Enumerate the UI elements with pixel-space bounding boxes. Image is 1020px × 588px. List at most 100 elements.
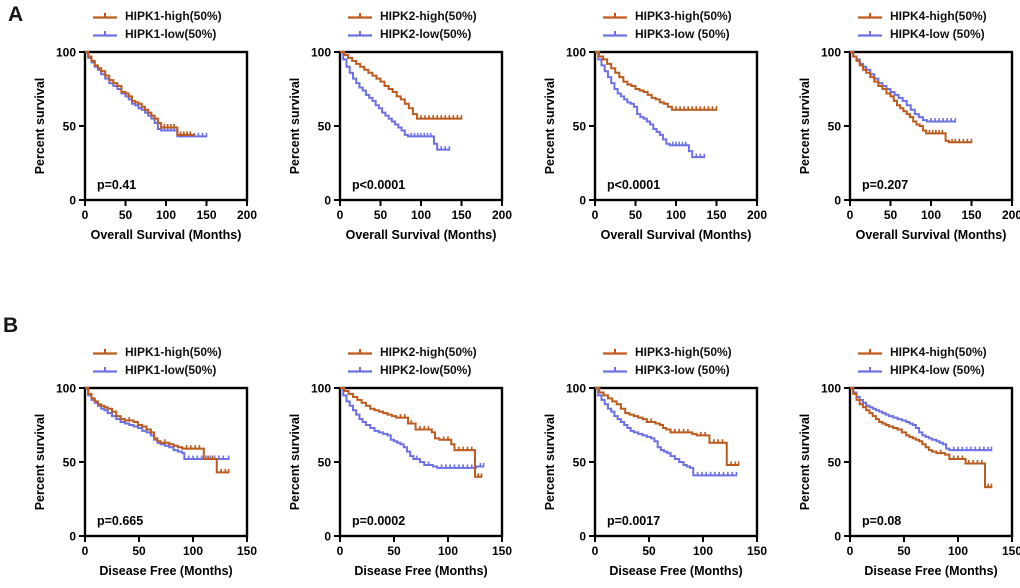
legend-label-low: HIPK4-low (50%) xyxy=(890,27,985,41)
x-axis-title: Disease Free (Months) xyxy=(99,564,232,578)
legend-label-high: HIPK1-high(50%) xyxy=(125,345,222,359)
plot-frame xyxy=(338,50,504,202)
high-series-marker-icon xyxy=(603,13,627,19)
survival-curve-low xyxy=(85,51,207,138)
survival-curve-low xyxy=(340,51,450,151)
panel-a-hipk2: HIPK2-high(50%) HIPK2-low(50%) 0 50 100 150… xyxy=(255,0,512,246)
survival-curve-high xyxy=(595,387,739,466)
plot-frame xyxy=(338,386,504,538)
y-tick-label: 50 xyxy=(63,456,77,470)
legend-label-high: HIPK2-high(50%) xyxy=(380,345,477,359)
low-series-marker-icon xyxy=(348,31,372,37)
legend-item-low: HIPK4-low (50%) xyxy=(857,26,1020,42)
p-value-label: p=0.0017 xyxy=(607,514,660,528)
x-tick-label: 150 xyxy=(451,208,471,222)
legend-label-high: HIPK3-high(50%) xyxy=(635,9,732,23)
y-tick-label: 100 xyxy=(56,46,76,60)
y-tick-label: 0 xyxy=(834,194,841,208)
x-tick-label: 0 xyxy=(592,544,599,558)
legend-item-high: HIPK1-high(50%) xyxy=(92,344,255,360)
legend-label-high: HIPK3-high(50%) xyxy=(635,345,732,359)
survival-curve-high xyxy=(340,387,482,478)
x-tick-label: 50 xyxy=(387,544,401,558)
x-tick-label: 100 xyxy=(666,208,686,222)
high-series-marker-icon xyxy=(348,13,372,19)
survival-curve-high xyxy=(595,51,717,111)
km-plot-os-hipk1: 0 50 100 150 200 0 50 100 Overall Survival (Mont… xyxy=(33,46,257,243)
legend-item-low: HIPK3-low (50%) xyxy=(602,362,765,378)
x-tick-label: 100 xyxy=(921,208,941,222)
panel-b-hipk2: HIPK2-high(50%) HIPK2-low(50%) 0 50 100 150… xyxy=(255,318,512,582)
legend: HIPK3-high(50%) HIPK3-low (50%) xyxy=(602,344,765,378)
panel-a-hipk3: HIPK3-high(50%) HIPK3-low (50%) 0 50 100 15… xyxy=(510,0,767,246)
y-axis-title: Percent survival xyxy=(33,414,47,511)
plot-frame xyxy=(593,386,759,538)
x-tick-label: 150 xyxy=(747,544,767,558)
y-tick-label: 100 xyxy=(566,382,586,396)
low-series-marker-icon xyxy=(93,31,117,37)
y-axis-title: Percent survival xyxy=(798,414,812,511)
y-tick-label: 0 xyxy=(324,194,331,208)
legend-label-high: HIPK4-high(50%) xyxy=(890,345,987,359)
y-tick-label: 50 xyxy=(63,120,77,134)
legend-label-low: HIPK3-low (50%) xyxy=(635,27,730,41)
p-value-label: p=0.665 xyxy=(97,514,143,528)
low-series-marker-icon xyxy=(858,367,882,373)
legend-item-high: HIPK4-high(50%) xyxy=(857,344,1020,360)
legend-label-low: HIPK1-low(50%) xyxy=(125,363,217,377)
survival-curve-low xyxy=(595,51,705,159)
km-plot-os-hipk4: 0 50 100 150 200 0 50 100 Overall Survival (Mont… xyxy=(798,46,1020,243)
panel-b-hipk3: HIPK3-high(50%) HIPK3-low (50%) 0 50 100 15… xyxy=(510,318,767,582)
x-axis-title: Disease Free (Months) xyxy=(609,564,742,578)
km-plot-dfs-hipk2: 0 50 100 150 0 50 100 Disease Free (Months) Perc… xyxy=(288,382,512,579)
y-tick-label: 0 xyxy=(324,530,331,544)
legend-item-high: HIPK2-high(50%) xyxy=(347,344,510,360)
km-plot-os-hipk3: 0 50 100 150 200 0 50 100 Overall Survival (Mont… xyxy=(543,46,767,243)
p-value-label: p=0.08 xyxy=(862,514,901,528)
legend-item-low: HIPK2-low(50%) xyxy=(347,362,510,378)
km-plot-os-hipk2: 0 50 100 150 200 0 50 100 Overall Survival (Mont… xyxy=(288,46,512,243)
x-tick-label: 100 xyxy=(411,208,431,222)
row-disease-free: HIPK1-high(50%) HIPK1-low(50%) 0 50 100 150… xyxy=(0,318,1020,582)
y-axis-title: Percent survival xyxy=(33,78,47,175)
x-tick-label: 50 xyxy=(629,208,643,222)
x-tick-label: 50 xyxy=(884,208,898,222)
panel-b-hipk4: HIPK4-high(50%) HIPK4-low (50%) 0 50 100 15… xyxy=(765,318,1020,582)
x-tick-label: 100 xyxy=(948,544,968,558)
x-tick-label: 0 xyxy=(337,208,344,222)
y-tick-label: 0 xyxy=(69,194,76,208)
legend: HIPK4-high(50%) HIPK4-low (50%) xyxy=(857,344,1020,378)
y-tick-label: 100 xyxy=(311,382,331,396)
legend-item-high: HIPK3-high(50%) xyxy=(602,344,765,360)
y-tick-label: 100 xyxy=(566,46,586,60)
panel-label-b: B xyxy=(3,314,19,337)
legend-label-high: HIPK1-high(50%) xyxy=(125,9,222,23)
survival-curve-low xyxy=(850,387,992,452)
legend-label-low: HIPK3-low (50%) xyxy=(635,363,730,377)
high-series-marker-icon xyxy=(858,349,882,355)
legend-label-low: HIPK2-low(50%) xyxy=(380,363,472,377)
legend-label-high: HIPK4-high(50%) xyxy=(890,9,987,23)
high-series-marker-icon xyxy=(93,13,117,19)
y-axis-title: Percent survival xyxy=(288,414,302,511)
y-tick-label: 50 xyxy=(828,456,842,470)
x-tick-label: 150 xyxy=(196,208,216,222)
km-plot-dfs-hipk4: 0 50 100 150 0 50 100 Disease Free (Months) Perc… xyxy=(798,382,1020,579)
low-series-marker-icon xyxy=(93,367,117,373)
x-tick-label: 0 xyxy=(847,544,854,558)
legend: HIPK2-high(50%) HIPK2-low(50%) xyxy=(347,344,510,378)
low-series-marker-icon xyxy=(603,31,627,37)
legend-item-high: HIPK1-high(50%) xyxy=(92,8,255,24)
plot-frame xyxy=(848,50,1014,202)
survival-curve-high xyxy=(85,387,229,474)
plot-frame xyxy=(848,386,1014,538)
x-axis-title: Disease Free (Months) xyxy=(864,564,997,578)
plot-frame xyxy=(83,50,249,202)
legend-item-low: HIPK2-low(50%) xyxy=(347,26,510,42)
survival-curve-low xyxy=(340,387,484,469)
panel-a-hipk1: HIPK1-high(50%) HIPK1-low(50%) 0 50 100 150… xyxy=(0,0,257,246)
y-axis-title: Percent survival xyxy=(543,414,557,511)
p-value-label: p=0.207 xyxy=(862,178,908,192)
km-plot-dfs-hipk1: 0 50 100 150 0 50 100 Disease Free (Months) Perc… xyxy=(33,382,257,579)
survival-curve-high xyxy=(850,387,992,489)
